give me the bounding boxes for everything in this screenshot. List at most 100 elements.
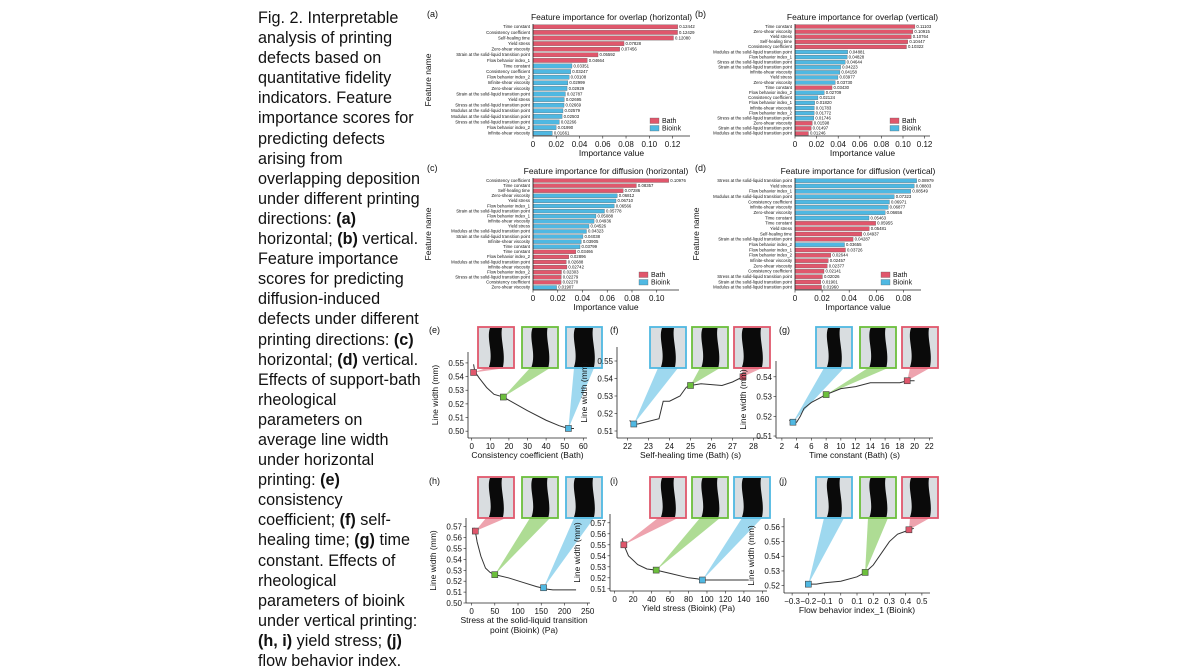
- x-tick-label: 0.2: [868, 597, 880, 606]
- bar-bath: [794, 258, 829, 263]
- x-axis-label: Importance value: [579, 148, 644, 158]
- printed-filament: [660, 328, 676, 367]
- bar-bioink: [794, 205, 889, 210]
- x-tick-label: 22: [623, 442, 632, 451]
- x-tick-label: 24: [665, 442, 674, 451]
- bar-value-label: 0.02026: [824, 274, 840, 279]
- bar-value-label: 0.06877: [890, 205, 906, 210]
- x-tick-label: 23: [644, 442, 653, 451]
- caption-text: flow behavior index.: [258, 652, 402, 670]
- bar-bath: [532, 270, 562, 275]
- bar-bioink: [532, 130, 553, 136]
- bar-value-label: 0.01497: [813, 126, 829, 131]
- caption-text: Fig. 2. Interpretable analysis of printi…: [258, 9, 420, 228]
- bar-category-label: Flow behavior index_1: [487, 203, 531, 208]
- bar-category-label: Zero-shear viscosity: [754, 263, 793, 268]
- bar-category-label: Zero-shear viscosity: [492, 86, 531, 91]
- y-tick-label: 0.51: [446, 588, 462, 597]
- data-point-marker: [500, 393, 507, 401]
- x-tick-label: 26: [707, 442, 716, 451]
- zoom-cone: [475, 518, 506, 532]
- panel-label: (c): [427, 163, 438, 173]
- bar-value-label: 0.01901: [822, 279, 838, 284]
- bar-bath: [794, 231, 863, 237]
- x-tick-label: 0: [469, 442, 474, 451]
- caption-panel-ref: (d): [337, 350, 358, 369]
- bar-category-label: Modulus at the solid-liquid transition p…: [451, 259, 531, 264]
- zoom-cone: [656, 518, 720, 571]
- panel-label: (j): [779, 476, 787, 486]
- x-tick-label: 0.08: [624, 294, 640, 303]
- legend-label: Bath: [902, 118, 917, 125]
- y-tick-label: 0.51: [590, 585, 606, 594]
- printed-filament: [573, 328, 595, 367]
- bar-category-label: Time constant: [765, 221, 793, 226]
- bar-category-label: Self-healing time: [498, 188, 531, 193]
- printed-filament: [531, 478, 550, 517]
- bar-category-label: Zero-shear viscosity: [492, 285, 531, 290]
- data-point-marker: [470, 369, 477, 376]
- bar-value-label: 0.02503: [564, 114, 580, 119]
- bar-category-label: Strain at the solid-liquid transition po…: [456, 208, 531, 213]
- x-tick-label: 30: [523, 442, 532, 451]
- x-tick-label: 40: [542, 442, 551, 451]
- bar-value-label: 0.02377: [829, 263, 845, 268]
- legend-label: Bath: [662, 118, 677, 125]
- bar-value-label: 0.12442: [679, 24, 695, 29]
- panel-label: (g): [779, 325, 790, 335]
- bar-category-label: Flow behavior index_2: [749, 110, 793, 115]
- bar-category-label: Yield stress: [508, 198, 530, 203]
- bar-category-label: Infinite-shear viscosity: [488, 264, 531, 269]
- chart-panel-g: (g) 0.51 0.52 0.53 0.54 2 4 6 8 10 12 14 16 18 20 22 Tim…: [738, 325, 939, 460]
- bar-value-label: 0.06566: [616, 203, 632, 208]
- x-tick-label: 20: [910, 442, 919, 451]
- bar-value-label: 0.02644: [832, 253, 848, 258]
- bar-value-label: 0.02669: [566, 103, 582, 108]
- caption-text: self-healing time;: [258, 511, 391, 550]
- x-tick-label: 0.02: [548, 140, 564, 149]
- bar-bioink: [794, 65, 841, 70]
- x-tick-label: 100: [511, 607, 525, 616]
- y-tick-label: 0.54: [597, 375, 613, 384]
- bar-value-label: 0.03799: [582, 244, 598, 249]
- bar-bath: [532, 249, 577, 254]
- bar-value-label: 0.03977: [839, 75, 855, 80]
- bar-category-label: Infinite-shear viscosity: [488, 219, 531, 224]
- bar-bioink: [532, 229, 587, 234]
- figure-caption: Fig. 2. Interpretable analysis of printi…: [258, 8, 422, 671]
- bar-category-label: Time constant: [765, 85, 793, 90]
- bar-bioink: [794, 111, 815, 116]
- bar-bioink: [532, 97, 565, 102]
- printed-filament: [660, 478, 676, 517]
- x-tick-label: 0: [531, 294, 536, 303]
- bar-category-label: Modulus at the solid-liquid transition p…: [713, 131, 793, 136]
- figure-2: (a) Feature importance for overlap (horiz…: [423, 9, 939, 635]
- bar-bath: [794, 253, 831, 258]
- x-tick-label: 22: [925, 442, 934, 451]
- data-line: [629, 376, 744, 425]
- y-axis-label: Feature name: [423, 53, 433, 106]
- x-tick-label: 60: [666, 595, 675, 604]
- bar-value-label: 0.05463: [871, 215, 887, 220]
- bar-category-label: Infinite-shear viscosity: [488, 239, 531, 244]
- bar-category-label: Strain at the solid-liquid transition po…: [718, 279, 793, 284]
- bar-value-label: 0.02742: [568, 264, 584, 269]
- x-tick-label: 12: [851, 442, 860, 451]
- bar-category-label: Flow behavior index_1: [749, 189, 793, 194]
- y-tick-label: 0.56: [764, 523, 780, 532]
- bar-category-label: Infinite-shear viscosity: [750, 205, 793, 210]
- bar-bioink: [794, 242, 845, 247]
- bar-value-label: 0.10322: [908, 44, 924, 49]
- bar-category-label: Consistency coefficient: [748, 269, 793, 274]
- bar-category-label: Strain at the solid-liquid transition po…: [456, 52, 531, 57]
- zoom-cone: [908, 518, 930, 530]
- bar-value-label: 0.02896: [570, 254, 586, 259]
- bar-bath: [794, 221, 876, 226]
- bar-value-label: 0.05088: [597, 213, 613, 218]
- bar-bioink: [794, 55, 848, 60]
- bar-value-label: 0.04158: [841, 70, 857, 75]
- bar-bioink: [794, 49, 848, 55]
- bar-bath: [794, 24, 916, 29]
- y-tick-label: 0.53: [448, 386, 464, 395]
- x-tick-label: 120: [719, 595, 733, 604]
